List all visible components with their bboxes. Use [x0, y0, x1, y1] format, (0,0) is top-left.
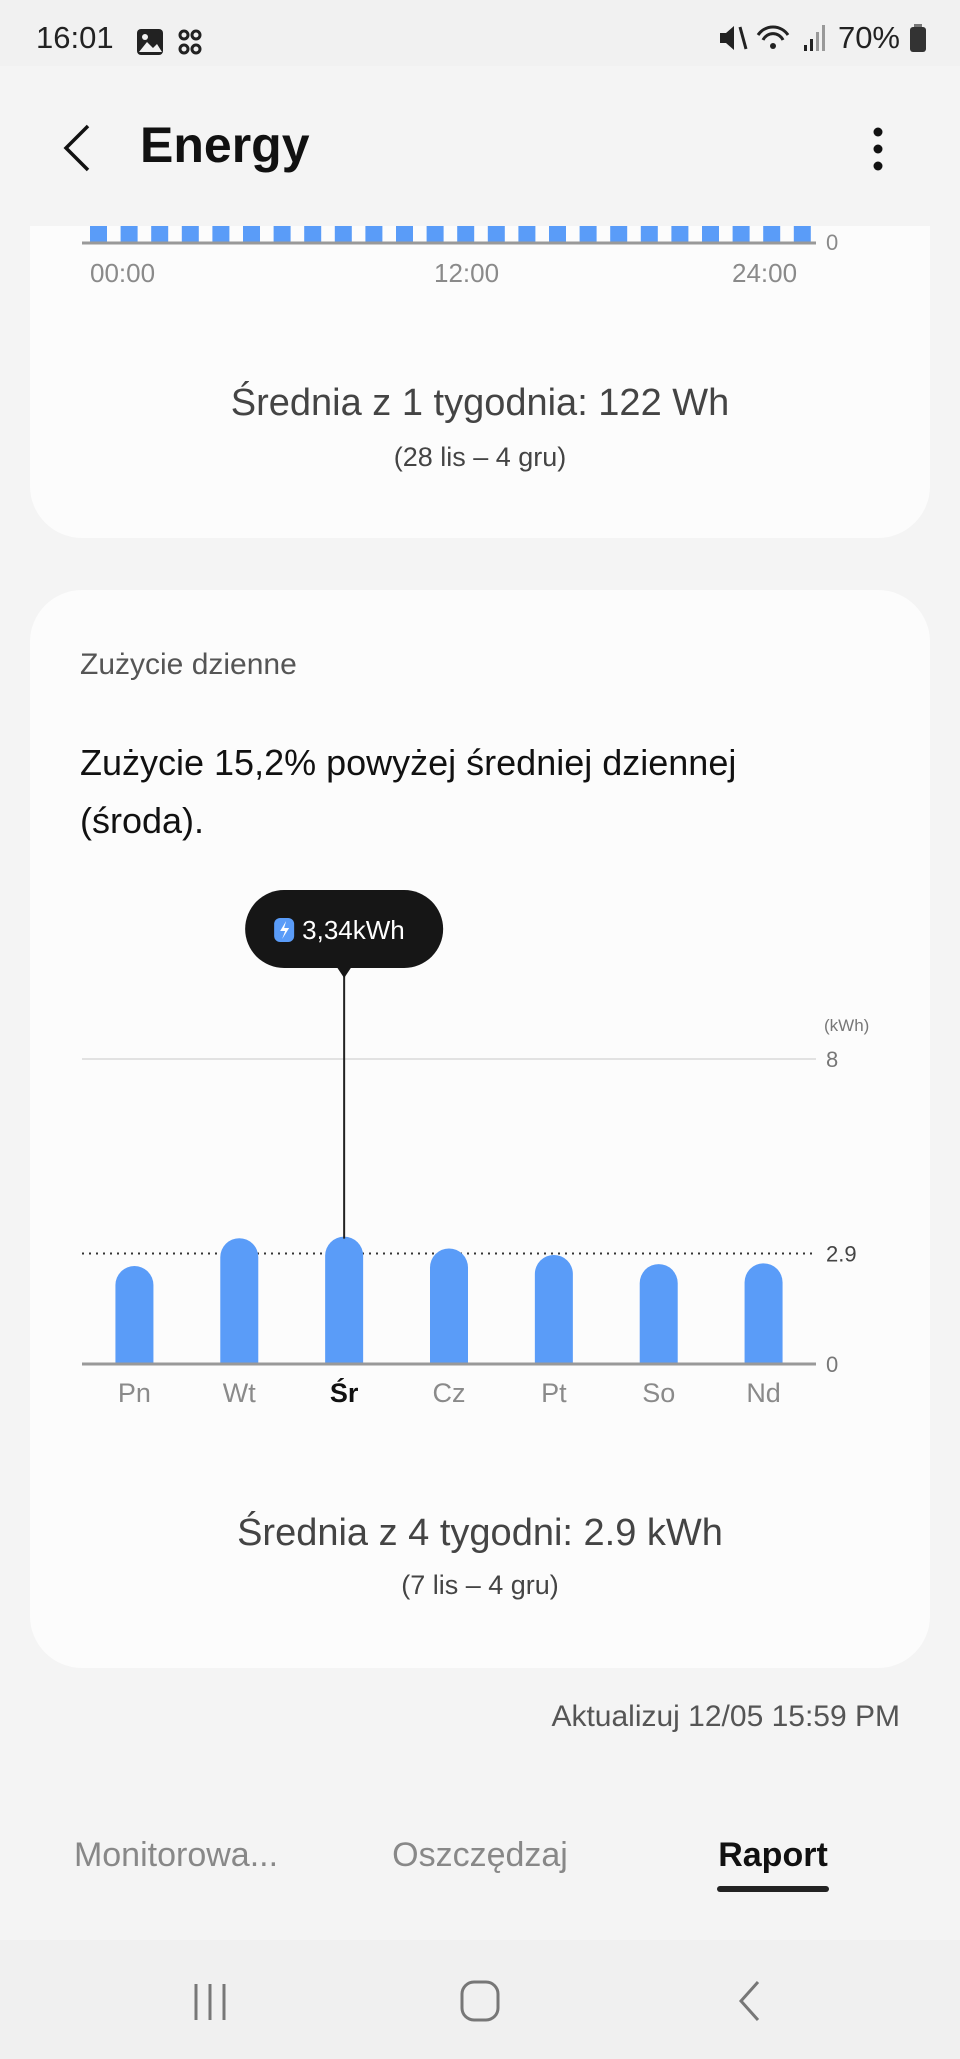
bar-Pt [534, 1254, 573, 1364]
battery-icon [910, 24, 926, 52]
daily-usage-card: Zużycie dzienne Zużycie 15,2% powyżej śr… [30, 590, 930, 1668]
card-title: Zużycie dzienne [80, 648, 297, 681]
x-tick-label: Pn [118, 1378, 151, 1408]
back-icon[interactable] [736, 1980, 762, 2022]
status-icons-right: 70% [718, 20, 926, 56]
battery-percent: 70% [837, 20, 900, 55]
weekly-range: (28 lis – 4 gru) [393, 442, 567, 472]
x-tick-label: Nd [746, 1378, 781, 1408]
bar-So [639, 1264, 678, 1364]
y-tick-label: 0 [826, 230, 839, 255]
x-tick-label: Pt [541, 1378, 567, 1408]
active-tab-indicator [717, 1886, 829, 1892]
tab-report[interactable]: Raport [718, 1836, 828, 1874]
back-button[interactable] [58, 124, 94, 172]
tooltip-value: 3,34kWh [302, 915, 405, 945]
app-header: Energy [0, 66, 960, 226]
recent-apps-icon[interactable] [190, 1982, 234, 2022]
y-tick-label: 2.9 [826, 1241, 857, 1266]
daily-bar-chart: 8 2.9 0 (kWh) Pn Wt Śr Cz Pt So Nd 3,34kWh [82, 890, 869, 1408]
x-tick-label: 24:00 [732, 258, 798, 288]
x-tick-label: Śr [330, 1377, 359, 1408]
navigation-bar [0, 1940, 960, 2059]
monthly-range: (7 lis – 4 gru) [401, 1570, 559, 1600]
more-options-button[interactable] [868, 124, 888, 174]
x-tick-label: Wt [223, 1378, 256, 1408]
tooltip-arrow [336, 966, 353, 978]
tab-monitor[interactable]: Monitorowa... [73, 1836, 279, 1874]
x-tick-label: 12:00 [434, 258, 500, 288]
x-tick-label: So [642, 1378, 675, 1408]
monthly-average: Średnia z 4 tygodni: 2.9 kWh [237, 1512, 723, 1554]
status-icons-left [137, 29, 202, 55]
usage-headline: Zużycie 15,2% powyżej średniej dziennej … [80, 742, 737, 841]
connectivity-icons [719, 25, 825, 51]
bar-Pn [115, 1266, 154, 1364]
status-bar: 16:01 70% [0, 0, 960, 66]
bar-Cz [430, 1248, 468, 1364]
y-axis-unit: (kWh) [824, 1016, 869, 1035]
x-tick-label: 00:00 [90, 258, 156, 288]
tooltip-bubble [245, 890, 444, 968]
bolt-glyph [280, 921, 290, 939]
y-tick-label: 0 [826, 1352, 838, 1377]
network-icon [178, 29, 202, 55]
bar-Wt [220, 1238, 259, 1364]
last-updated: Aktualizuj 12/05 15:59 PM [551, 1700, 900, 1733]
y-tick-label: 8 [826, 1047, 838, 1072]
x-tick-label: Cz [433, 1378, 466, 1408]
bar-Nd [744, 1263, 783, 1364]
status-time: 16:01 [36, 20, 114, 55]
weekly-average: Średnia z 1 tygodnia: 122 Wh [230, 382, 730, 424]
bar-Śr [325, 1236, 364, 1364]
tab-save[interactable]: Oszczędzaj [392, 1836, 568, 1874]
page-title: Energy [140, 117, 310, 173]
home-icon[interactable] [460, 1980, 500, 2022]
